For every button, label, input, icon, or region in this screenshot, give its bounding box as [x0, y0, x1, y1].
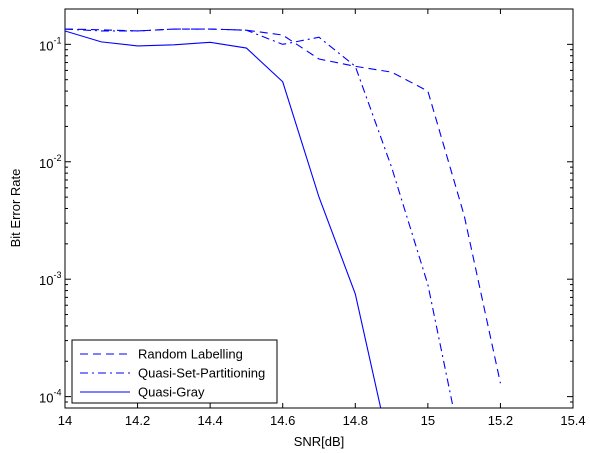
- x-tick-label: 15.4: [560, 413, 585, 428]
- y-axis-label: Bit Error Rate: [8, 169, 23, 248]
- series-line-quasi-gray: [65, 30, 382, 408]
- x-tick-label: 14.6: [270, 413, 295, 428]
- x-tick-label: 14.4: [197, 413, 222, 428]
- x-axis-label: SNR[dB]: [294, 434, 345, 449]
- legend-label: Quasi-Gray: [138, 385, 205, 400]
- x-tick-label: 14: [58, 413, 72, 428]
- x-tick-label: 14.8: [343, 413, 368, 428]
- series-line-quasi-set-partitioning: [65, 28, 454, 408]
- legend: Random Labelling Quasi-Set-Partitioning Qu…: [71, 339, 278, 404]
- axis-ticks: 14 14.2 14.4 14.6 14.8 15 15.2 15.4 10-1 10-2 10-3…: [39, 8, 586, 428]
- y-tick-label: 10-3: [39, 270, 61, 288]
- x-tick-label: 15: [421, 413, 435, 428]
- y-tick-label: 10-1: [39, 35, 61, 53]
- legend-label: Quasi-Set-Partitioning: [138, 366, 265, 381]
- x-tick-label: 14.2: [125, 413, 150, 428]
- y-tick-label: 10-2: [39, 153, 61, 171]
- y-tick-label: 10-4: [39, 388, 61, 406]
- series-layer: [65, 28, 501, 408]
- legend-label: Random Labelling: [138, 347, 243, 362]
- x-tick-label: 15.2: [488, 413, 513, 428]
